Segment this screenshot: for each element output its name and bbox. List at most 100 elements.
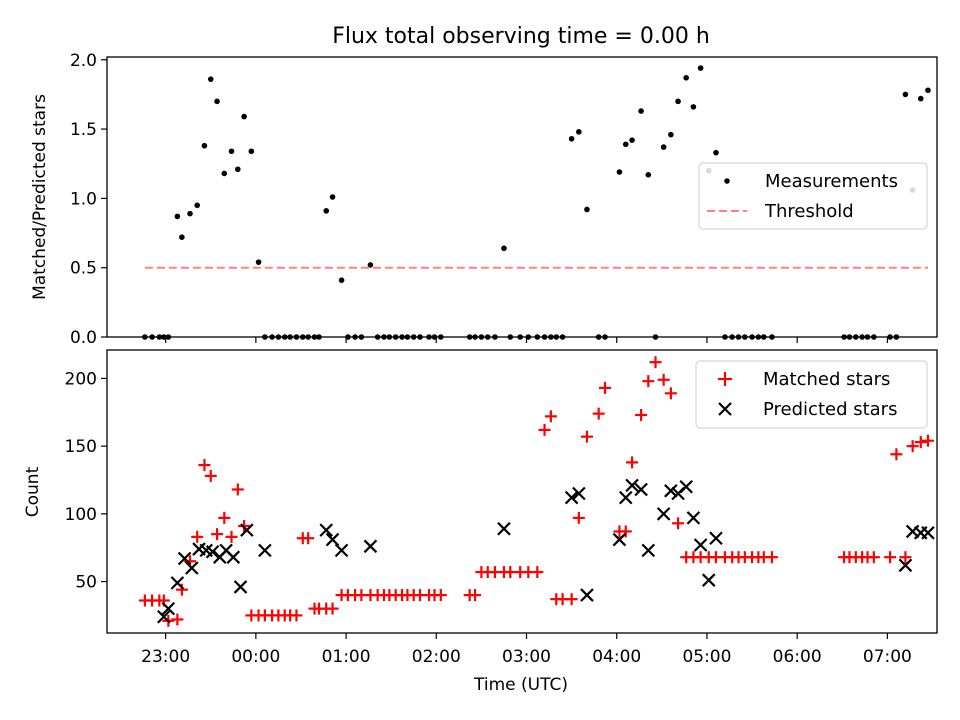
predicted-point [625, 478, 639, 493]
matched-point [619, 525, 632, 538]
matched-point [544, 410, 557, 423]
measurement-point [207, 76, 214, 82]
predicted-point [709, 531, 723, 545]
matched-point [198, 459, 211, 472]
matched-point [211, 528, 224, 541]
matched-point [642, 375, 655, 388]
predicted-point [258, 543, 272, 558]
predicted-point [580, 588, 594, 602]
matched-point [171, 613, 184, 626]
matched-point [921, 434, 934, 447]
measurement-point [690, 104, 697, 110]
matched-point [572, 511, 585, 524]
measurement-point [221, 170, 228, 177]
predicted-point [656, 507, 671, 521]
x-tick-label: 23:00 [141, 647, 190, 667]
legend-measurements-marker [724, 178, 730, 184]
measurement-point [201, 142, 208, 149]
ratio-y-axis-label: Matched/Predicted stars [30, 94, 50, 300]
predicted-point [319, 523, 334, 537]
predicted-point [205, 544, 220, 559]
y-tick-label: 200 [65, 369, 97, 389]
matched-point [626, 456, 639, 469]
matched-point [225, 530, 238, 543]
predicted-point [334, 543, 349, 558]
predicted-point [177, 551, 192, 566]
matched-point [565, 593, 578, 606]
matched-point [231, 483, 244, 496]
measurement-point [367, 262, 374, 268]
matched-point [890, 448, 903, 461]
predicted-point [686, 511, 701, 525]
y-tick-label: 2.0 [70, 51, 97, 71]
measurement-point [697, 65, 704, 71]
matched-point [469, 589, 482, 602]
measurement-point [576, 129, 582, 135]
predicted-point [618, 490, 633, 505]
matched-point [635, 408, 648, 421]
matched-point [326, 602, 339, 615]
predicted-point [921, 526, 935, 540]
matched-point [914, 436, 927, 449]
matched-point [302, 532, 315, 545]
matched-point [649, 356, 662, 369]
matched-point [664, 387, 677, 400]
y-tick-label: 50 [75, 573, 97, 593]
predicted-point [612, 532, 627, 547]
matched-point [538, 423, 551, 436]
ratio-panel-frame [106, 56, 938, 338]
x-tick-label: 06:00 [773, 647, 822, 667]
predicted-point [634, 482, 648, 497]
y-tick-label: 1.5 [70, 120, 97, 140]
ratio-legend-box [698, 162, 928, 230]
predicted-point [363, 539, 378, 554]
predicted-point [572, 486, 586, 501]
x-tick-label: 00:00 [231, 647, 280, 667]
measurement-point [323, 208, 330, 214]
measurement-point [174, 213, 181, 220]
legend-predicted-label: Predicted stars [763, 399, 897, 420]
matched-point [765, 551, 778, 564]
measurement-point [584, 206, 590, 213]
matched-point [191, 530, 204, 543]
predicted-point [161, 601, 176, 616]
measurement-point [241, 113, 247, 120]
ratio-panel: 0.00.51.01.52.0 Matched/Predicted stars … [30, 51, 938, 348]
predicted-point [497, 521, 511, 536]
measurement-point [622, 141, 629, 148]
measurement-point [668, 131, 674, 138]
predicted-point [157, 609, 171, 624]
legend-matched-marker [718, 372, 732, 386]
measurement-point [629, 137, 635, 143]
predicted-point [641, 543, 656, 558]
x-axis-label: Time (UTC) [473, 675, 568, 695]
matched-point [657, 373, 670, 386]
matched-point [884, 551, 897, 564]
matched-point [592, 407, 605, 420]
measurement-point [255, 259, 262, 265]
measurement-point [902, 91, 909, 98]
measurement-point [645, 172, 652, 178]
predicted-point [240, 523, 254, 537]
count-panel-frame [106, 349, 938, 634]
matched-point [290, 609, 303, 622]
matched-point [218, 511, 231, 524]
predicted-point [226, 550, 241, 564]
measurement-point [683, 74, 689, 81]
predicted-point [564, 490, 579, 505]
count-y-axis-label: Count [23, 466, 43, 517]
legend-measurements-label: Measurements [765, 171, 898, 192]
x-tick-label: 01:00 [322, 647, 371, 667]
measurement-point [329, 194, 336, 200]
measurement-point [675, 98, 681, 105]
matched-point [175, 583, 188, 596]
measurement-point [501, 245, 507, 252]
measurement-point [660, 144, 667, 150]
matched-point [867, 551, 880, 564]
x-tick-label: 07:00 [863, 647, 912, 667]
measurement-point [713, 149, 719, 156]
predicted-point [679, 479, 693, 494]
matched-point [599, 381, 611, 394]
x-tick-label: 05:00 [682, 647, 731, 667]
